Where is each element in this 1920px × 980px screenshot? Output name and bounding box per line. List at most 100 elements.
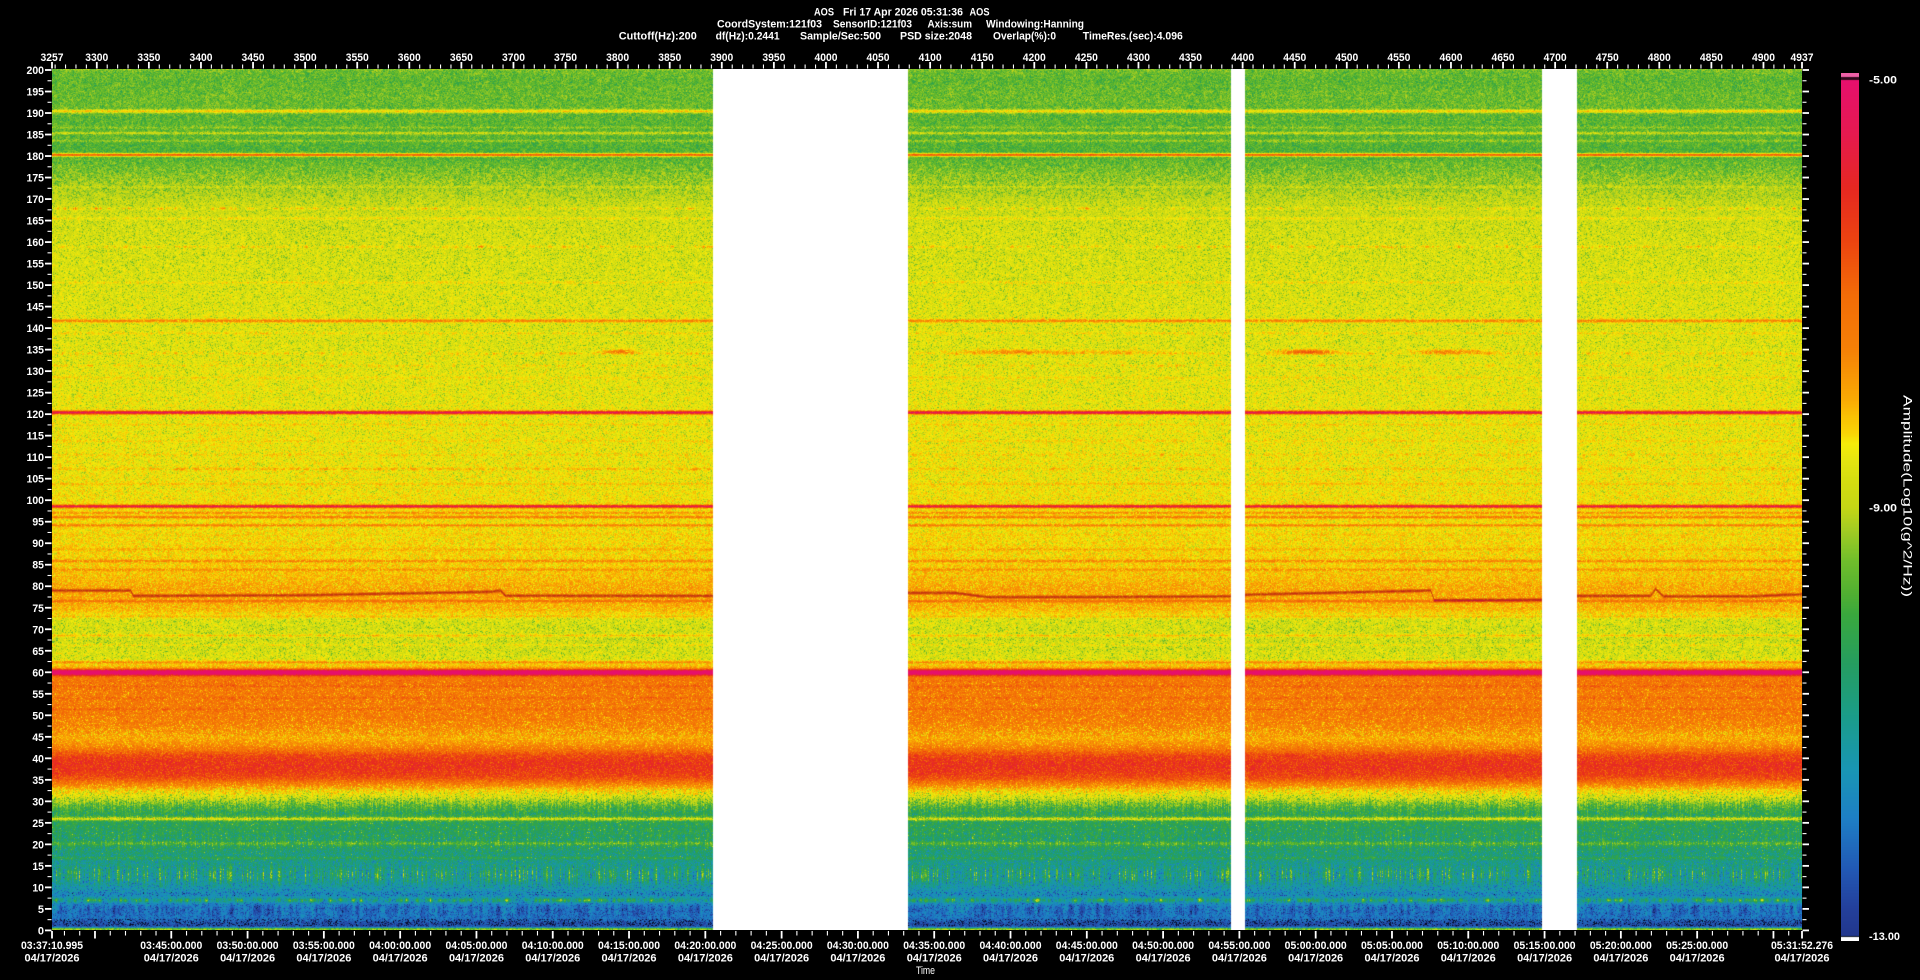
svg-text:AOS: AOS: [814, 7, 834, 19]
svg-text:04:20:00.000: 04:20:00.000: [674, 940, 736, 952]
svg-text:04/17/2026: 04/17/2026: [1670, 953, 1725, 965]
svg-text:05:10:00.000: 05:10:00.000: [1437, 940, 1499, 952]
svg-text:4650: 4650: [1492, 52, 1515, 64]
svg-text:Sample/Sec:500: Sample/Sec:500: [800, 31, 881, 43]
svg-text:04/17/2026: 04/17/2026: [1136, 953, 1191, 965]
svg-text:4600: 4600: [1439, 52, 1462, 64]
svg-text:3257: 3257: [41, 52, 64, 64]
svg-text:04:55:00.000: 04:55:00.000: [1208, 940, 1270, 952]
svg-text:70: 70: [32, 624, 44, 636]
svg-text:04/17/2026: 04/17/2026: [1775, 953, 1830, 965]
svg-text:155: 155: [27, 259, 45, 271]
svg-text:CoordSystem:121f03: CoordSystem:121f03: [717, 18, 822, 30]
svg-text:SensorID:121f03: SensorID:121f03: [833, 18, 912, 30]
svg-text:04/17/2026: 04/17/2026: [678, 953, 733, 965]
svg-text:3850: 3850: [658, 52, 681, 64]
svg-text:4500: 4500: [1335, 52, 1358, 64]
svg-text:140: 140: [27, 323, 45, 335]
svg-text:04/17/2026: 04/17/2026: [1059, 953, 1114, 965]
svg-text:3650: 3650: [450, 52, 473, 64]
svg-text:115: 115: [27, 431, 45, 443]
svg-text:3350: 3350: [137, 52, 160, 64]
svg-text:55: 55: [32, 689, 44, 701]
svg-text:65: 65: [32, 646, 44, 658]
svg-text:Overlap(%):0: Overlap(%):0: [993, 31, 1056, 43]
svg-text:3450: 3450: [242, 52, 265, 64]
svg-text:35: 35: [32, 775, 44, 787]
svg-text:03:37:10.995: 03:37:10.995: [21, 940, 83, 952]
svg-text:Fri 17 Apr 2026 05:31:36: Fri 17 Apr 2026 05:31:36: [843, 7, 963, 19]
svg-text:04/17/2026: 04/17/2026: [25, 953, 80, 965]
svg-text:180: 180: [27, 151, 45, 163]
svg-text:75: 75: [32, 603, 44, 615]
svg-text:04:35:00.000: 04:35:00.000: [903, 940, 965, 952]
svg-text:135: 135: [27, 345, 45, 357]
svg-text:04/17/2026: 04/17/2026: [220, 953, 275, 965]
svg-text:3600: 3600: [398, 52, 421, 64]
svg-text:50: 50: [32, 710, 44, 722]
svg-text:3750: 3750: [554, 52, 577, 64]
svg-text:20: 20: [32, 839, 44, 851]
svg-text:130: 130: [27, 366, 45, 378]
svg-text:100: 100: [27, 495, 45, 507]
svg-text:05:05:00.000: 05:05:00.000: [1361, 940, 1423, 952]
svg-text:04/17/2026: 04/17/2026: [296, 953, 351, 965]
svg-text:-5.00: -5.00: [1869, 75, 1897, 87]
svg-text:04:30:00.000: 04:30:00.000: [827, 940, 889, 952]
svg-text:3950: 3950: [762, 52, 785, 64]
svg-text:190: 190: [27, 108, 45, 120]
svg-text:04:05:00.000: 04:05:00.000: [445, 940, 507, 952]
svg-text:200: 200: [27, 65, 45, 77]
svg-text:175: 175: [27, 173, 45, 185]
svg-text:05:25:00.000: 05:25:00.000: [1666, 940, 1728, 952]
svg-text:AOS: AOS: [970, 7, 990, 19]
svg-text:Time: Time: [916, 965, 935, 977]
svg-text:90: 90: [32, 538, 44, 550]
svg-text:4250: 4250: [1075, 52, 1098, 64]
svg-text:04/17/2026: 04/17/2026: [1517, 953, 1572, 965]
svg-text:04/17/2026: 04/17/2026: [373, 953, 428, 965]
svg-text:30: 30: [32, 796, 44, 808]
svg-text:04:10:00.000: 04:10:00.000: [522, 940, 584, 952]
svg-text:Amplitude(Log10(g^2/Hz)): Amplitude(Log10(g^2/Hz)): [1901, 395, 1915, 597]
svg-text:4800: 4800: [1648, 52, 1671, 64]
svg-text:45: 45: [32, 732, 44, 744]
svg-text:04:40:00.000: 04:40:00.000: [980, 940, 1042, 952]
svg-text:04:00:00.000: 04:00:00.000: [369, 940, 431, 952]
svg-text:04/17/2026: 04/17/2026: [602, 953, 657, 965]
svg-text:165: 165: [27, 216, 45, 228]
svg-text:PSD size:2048: PSD size:2048: [900, 31, 972, 43]
svg-text:85: 85: [32, 560, 44, 572]
svg-text:4050: 4050: [867, 52, 890, 64]
svg-text:4350: 4350: [1179, 52, 1202, 64]
svg-text:80: 80: [32, 581, 44, 593]
svg-text:4850: 4850: [1700, 52, 1723, 64]
svg-text:04/17/2026: 04/17/2026: [1364, 953, 1419, 965]
svg-text:3900: 3900: [710, 52, 733, 64]
svg-text:60: 60: [32, 667, 44, 679]
svg-text:04/17/2026: 04/17/2026: [1212, 953, 1267, 965]
svg-text:-9.00: -9.00: [1869, 503, 1897, 515]
svg-text:03:50:00.000: 03:50:00.000: [217, 940, 279, 952]
svg-text:40: 40: [32, 753, 44, 765]
svg-text:Windowing:Hanning: Windowing:Hanning: [986, 18, 1084, 30]
svg-text:04/17/2026: 04/17/2026: [525, 953, 580, 965]
svg-text:03:55:00.000: 03:55:00.000: [293, 940, 355, 952]
svg-text:4900: 4900: [1752, 52, 1775, 64]
svg-text:170: 170: [27, 194, 45, 206]
svg-text:185: 185: [27, 130, 45, 142]
svg-text:04/17/2026: 04/17/2026: [907, 953, 962, 965]
svg-text:3300: 3300: [85, 52, 108, 64]
svg-text:05:00:00.000: 05:00:00.000: [1285, 940, 1347, 952]
svg-text:Cuttoff(Hz):200: Cuttoff(Hz):200: [619, 31, 697, 43]
svg-text:5: 5: [38, 904, 44, 916]
svg-text:4300: 4300: [1127, 52, 1150, 64]
svg-text:150: 150: [27, 280, 45, 292]
svg-text:145: 145: [27, 302, 45, 314]
svg-text:4450: 4450: [1283, 52, 1306, 64]
svg-text:195: 195: [27, 87, 45, 99]
svg-text:4550: 4550: [1387, 52, 1410, 64]
svg-text:05:20:00.000: 05:20:00.000: [1590, 940, 1652, 952]
svg-text:4400: 4400: [1231, 52, 1254, 64]
svg-text:120: 120: [27, 409, 45, 421]
